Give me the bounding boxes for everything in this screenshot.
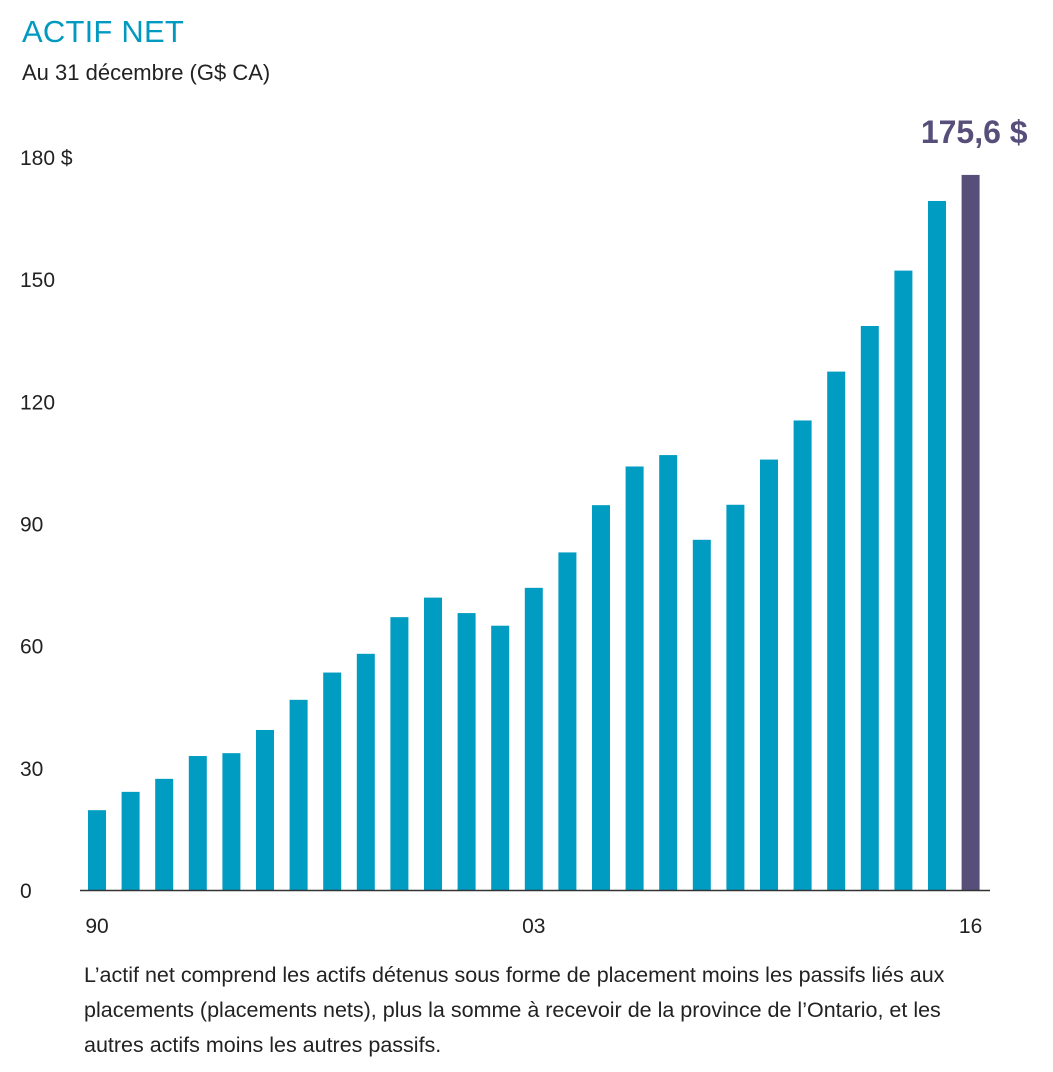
bar-15 [928,200,946,891]
net-assets-bar-chart: 0 30 60 90 120 150 180 $ 90 03 16 175,6 $ [20,114,1028,938]
bar-09 [726,504,745,890]
bar-99 [390,617,409,890]
bar-16 [961,174,980,890]
bar-12 [827,371,846,891]
x-tick-label: 03 [522,915,545,938]
bar-13 [860,325,879,891]
bar-06 [625,466,644,890]
bar-96 [289,699,308,890]
y-tick-label: 30 [20,758,43,781]
bar-07 [659,455,678,890]
y-tick-label: 0 [20,880,32,903]
bar-11 [793,420,812,890]
x-tick-label: 90 [85,915,108,938]
bar-98 [356,653,375,890]
y-tick-label: 120 [20,391,55,414]
bar-95 [256,729,274,890]
bar-05 [592,505,610,890]
bar-93 [188,756,207,890]
x-tick-label: 16 [959,915,982,938]
bar-02 [491,625,510,890]
bar-94 [222,753,241,890]
bar-03 [524,587,543,890]
y-tick-label: 60 [20,636,43,659]
y-tick-label: 150 [20,269,55,292]
highlight-value-label: 175,6 $ [921,114,1028,150]
bar-14 [894,270,913,890]
chart-title: ACTIF NET [22,14,184,49]
bar-08 [692,539,711,890]
y-tick-label: 180 $ [20,147,73,170]
bar-92 [155,778,174,890]
bar-91 [121,791,140,890]
chart-caption: L’actif net comprend les actifs détenus … [84,963,945,1057]
chart-subtitle: Au 31 décembre (G$ CA) [22,60,271,85]
bar-01 [457,613,476,890]
y-tick-label: 90 [20,514,43,537]
bar-97 [323,672,342,890]
bar-00 [424,597,442,890]
bar-90 [88,810,106,890]
bar-04 [558,552,577,890]
bar-10 [760,459,778,890]
